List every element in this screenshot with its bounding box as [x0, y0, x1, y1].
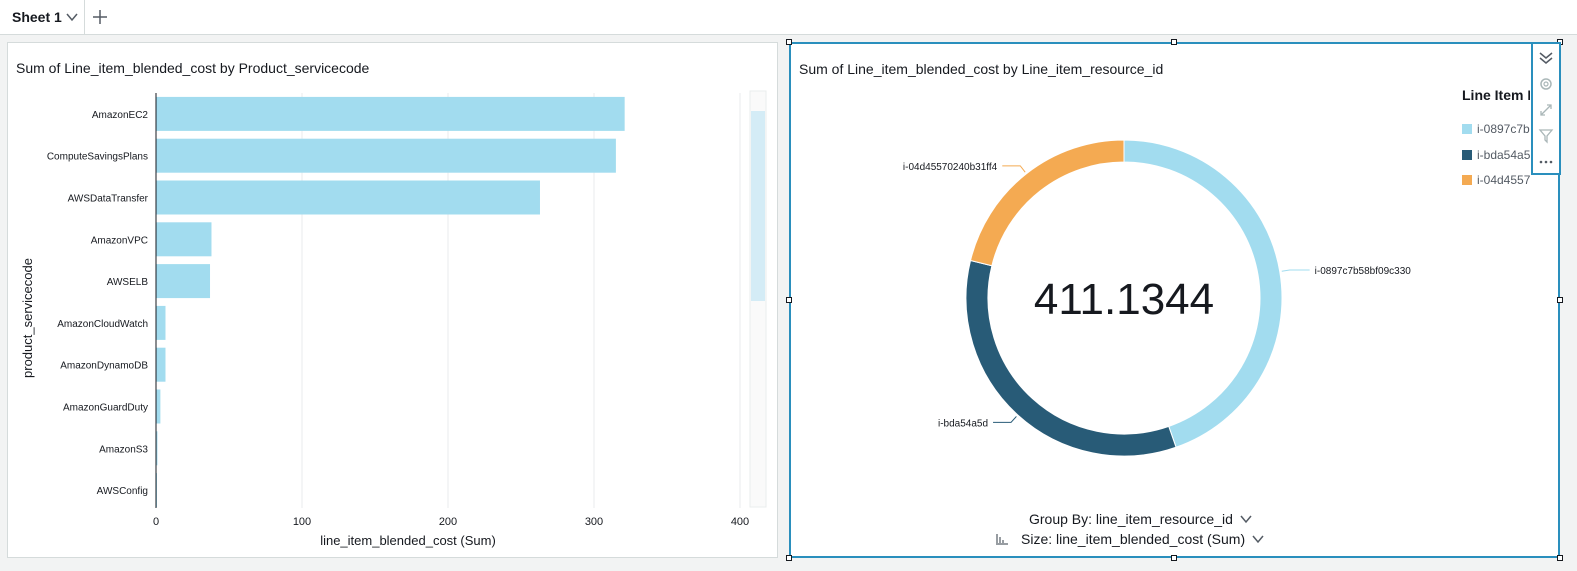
collapse-icon[interactable]	[1538, 50, 1554, 66]
bar	[156, 431, 158, 466]
legend-item[interactable]: i-04d4557…	[1462, 173, 1530, 187]
y-tick-label: ComputeSavingsPlans	[47, 152, 148, 163]
more-icon[interactable]	[1538, 154, 1554, 170]
bar-chart-svg: 0 100 200 300 400 AmazonEC2 ComputeSavingsPlan…	[20, 90, 767, 548]
x-axis-label: line_item_blended_cost (Sum)	[320, 533, 496, 548]
bar	[156, 180, 540, 215]
legend-title: Line Item R	[1462, 87, 1530, 103]
bar	[156, 222, 212, 257]
legend-label: i-0897c7b	[1477, 122, 1530, 136]
y-tick-label: AmazonGuardDuty	[63, 403, 148, 414]
chevron-down-icon[interactable]	[1251, 532, 1265, 546]
x-tick-label: 400	[731, 516, 749, 528]
y-tick-label: AmazonDynamoDB	[60, 361, 148, 372]
x-tick-label: 200	[439, 516, 457, 528]
bar	[156, 347, 166, 382]
legend-swatch	[1462, 150, 1472, 160]
bar-chart-title: Sum of Line_item_blended_cost by Product…	[16, 60, 370, 76]
sheet-tab-label: Sheet 1	[12, 9, 62, 25]
scrollbar-thumb[interactable]	[751, 111, 765, 301]
y-tick-label: AmazonCloudWatch	[57, 319, 148, 330]
resize-handle[interactable]	[1171, 555, 1177, 561]
donut-chart-title: Sum of Line_item_blended_cost by Line_it…	[799, 61, 1164, 77]
bar-chart-visual[interactable]: Sum of Line_item_blended_cost by Product…	[7, 42, 778, 558]
y-axis-label: product_servicecode	[20, 258, 35, 378]
group-by-field-well[interactable]: Group By: line_item_resource_id	[1029, 511, 1253, 527]
y-tick-label: AWSELB	[107, 277, 149, 288]
resize-handle[interactable]	[786, 297, 792, 303]
plus-icon[interactable]	[91, 8, 109, 26]
filter-icon[interactable]	[1538, 128, 1554, 144]
sheet-tab[interactable]: Sheet 1	[0, 0, 85, 34]
x-tick-label: 0	[153, 516, 159, 528]
size-field-well[interactable]: Size: line_item_blended_cost (Sum)	[995, 531, 1265, 547]
legend-swatch	[1462, 124, 1472, 134]
bar	[156, 96, 625, 131]
bar	[156, 138, 616, 173]
resize-handle[interactable]	[1557, 297, 1563, 303]
chevron-down-icon[interactable]	[1239, 512, 1253, 526]
bar	[156, 305, 166, 340]
resize-handle[interactable]	[1557, 555, 1563, 561]
size-label: Size: line_item_blended_cost (Sum)	[1021, 531, 1246, 547]
x-tick-label: 100	[293, 516, 311, 528]
y-tick-label: AmazonS3	[99, 444, 148, 455]
bar	[156, 389, 161, 424]
resize-handle[interactable]	[1171, 39, 1177, 45]
y-tick-label: AmazonVPC	[91, 235, 148, 246]
y-tick-label: AWSConfig	[97, 486, 148, 497]
donut-chart-visual[interactable]: Sum of Line_item_blended_cost by Line_it…	[789, 42, 1560, 558]
expand-icon[interactable]	[1538, 102, 1554, 118]
bar	[156, 264, 211, 299]
legend-item[interactable]: i-bda54a5	[1462, 148, 1530, 162]
group-by-label: Group By: line_item_resource_id	[1029, 511, 1233, 527]
sheet-tab-bar: Sheet 1	[0, 0, 1577, 35]
resize-handle[interactable]	[786, 555, 792, 561]
y-tick-label: AWSDataTransfer	[68, 194, 149, 205]
legend-item[interactable]: i-0897c7b	[1462, 122, 1530, 136]
sort-icon[interactable]	[995, 532, 1009, 546]
resize-handle[interactable]	[786, 39, 792, 45]
legend-label: i-bda54a5	[1477, 148, 1530, 162]
chevron-down-icon[interactable]	[65, 10, 79, 24]
visual-toolstrip	[1531, 42, 1561, 175]
gear-icon[interactable]	[1538, 76, 1554, 92]
legend-label: i-04d4557…	[1477, 173, 1530, 187]
y-tick-label: AmazonEC2	[92, 110, 149, 121]
x-tick-label: 300	[585, 516, 603, 528]
legend-swatch	[1462, 175, 1472, 185]
